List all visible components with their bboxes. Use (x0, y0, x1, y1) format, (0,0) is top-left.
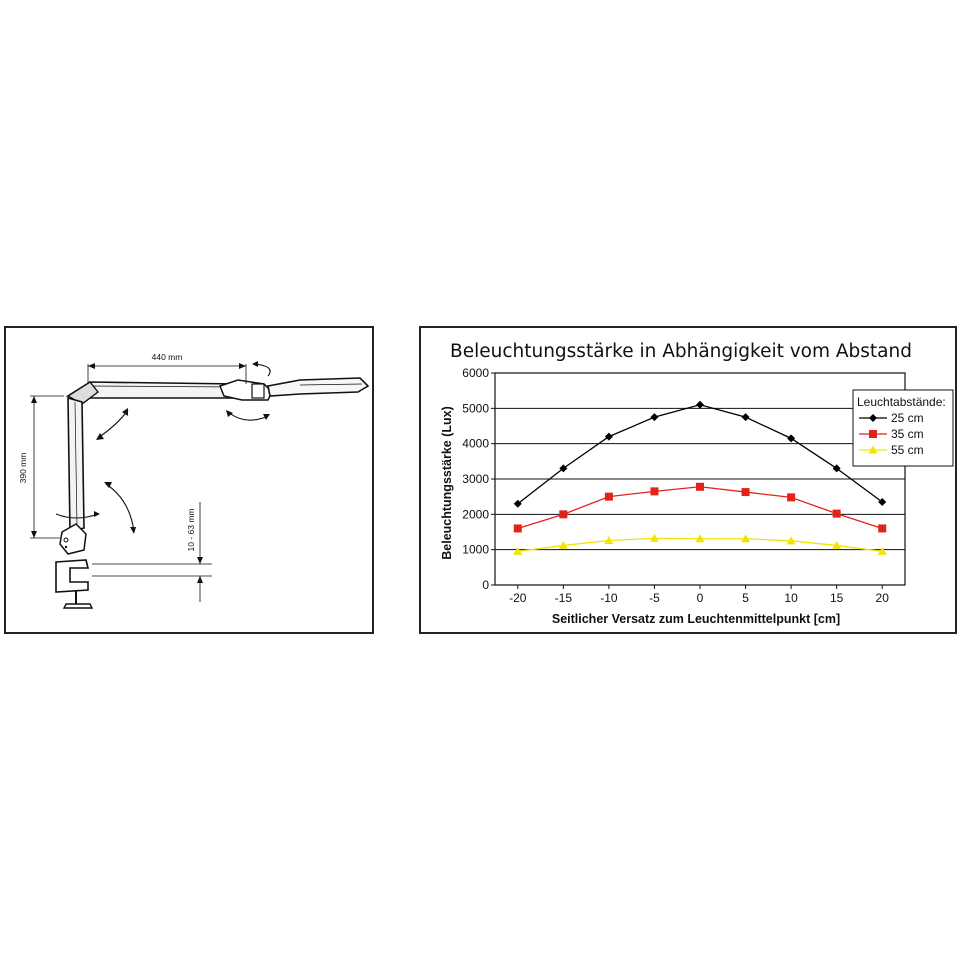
grid-lines (495, 407, 905, 551)
x-tick-label: 0 (697, 591, 704, 605)
data-point (741, 488, 750, 497)
data-point (650, 413, 659, 422)
series-55-cm (513, 533, 887, 555)
series-35-cm (513, 482, 887, 533)
legend-marker (868, 445, 878, 454)
data-point (513, 546, 523, 555)
series-25-cm (513, 400, 887, 508)
y-tick-label: 4000 (462, 437, 489, 451)
data-point (878, 524, 887, 533)
dim-clamp-label: 10 - 63 mm (186, 509, 196, 552)
y-tick-label: 3000 (462, 472, 489, 486)
y-tick-label: 0 (482, 578, 489, 592)
chart-title: Beleuchtungsstärke in Abhängigkeit vom A… (450, 341, 912, 362)
x-tick-label: -20 (509, 591, 527, 605)
data-point (741, 534, 751, 543)
series-line (517, 486, 883, 530)
lamp-drawing: 440 mm 390 mm 10 - 63 mm (18, 352, 370, 609)
data-point (878, 497, 887, 506)
x-tick-label: -5 (649, 591, 660, 605)
x-axis-label: Seitlicher Versatz zum Leuchtenmittelpun… (552, 612, 840, 626)
data-point (832, 509, 841, 518)
y-tick-label: 1000 (462, 543, 489, 557)
y-axis-ticks: 0 1000 2000 3000 4000 5000 6000 (462, 366, 495, 592)
legend: Leuchtabstände: 25 cm 35 cm 55 cm (852, 389, 954, 467)
rotation-arrowheads (94, 361, 270, 534)
data-point (649, 533, 659, 542)
data-point (558, 540, 568, 549)
legend-title: Leuchtabstände: (857, 395, 946, 409)
data-point (513, 499, 522, 508)
legend-label: 35 cm (891, 427, 924, 441)
dim-width-label: 440 mm (152, 352, 183, 362)
data-point (513, 524, 522, 533)
data-point (695, 534, 705, 543)
data-point (604, 432, 613, 441)
lamp-drawing-panel: 440 mm 390 mm 10 - 63 mm (4, 326, 374, 634)
legend-label: 55 cm (891, 443, 924, 457)
y-tick-label: 6000 (462, 366, 489, 380)
x-tick-label: 15 (830, 591, 844, 605)
data-point (559, 464, 568, 473)
y-tick-label: 5000 (462, 401, 489, 415)
data-point (696, 400, 704, 409)
legend-label: 25 cm (891, 411, 924, 425)
legend-marker (869, 414, 877, 422)
data-point (832, 540, 842, 549)
x-tick-label: -15 (555, 591, 573, 605)
chart-panel: Beleuchtungsstärke in Abhängigkeit vom A… (419, 326, 957, 634)
x-tick-label: -10 (600, 591, 618, 605)
data-point (877, 546, 887, 555)
illuminance-chart: Beleuchtungsstärke in Abhängigkeit vom A… (440, 341, 954, 626)
data-point (786, 536, 796, 545)
data-point (650, 487, 659, 496)
data-point (604, 535, 614, 544)
data-point (787, 493, 796, 502)
lamp-head (267, 377, 370, 397)
data-point (741, 413, 750, 422)
x-tick-label: 20 (876, 591, 890, 605)
data-point (696, 482, 704, 491)
x-tick-label: 5 (742, 591, 749, 605)
y-axis-label: Beleuchtungsstärke (Lux) (440, 406, 454, 560)
data-point (559, 510, 568, 519)
dim-height-label: 390 mm (18, 453, 28, 484)
data-point (604, 492, 613, 501)
series-layer (513, 400, 887, 555)
x-axis-ticks: -20 -15 -10 -5 0 5 10 15 20 (509, 585, 889, 605)
y-tick-label: 2000 (462, 507, 489, 521)
legend-marker (869, 430, 877, 438)
table-clamp (55, 559, 90, 593)
data-point (787, 434, 796, 443)
x-tick-label: 10 (784, 591, 798, 605)
data-point (832, 464, 841, 473)
